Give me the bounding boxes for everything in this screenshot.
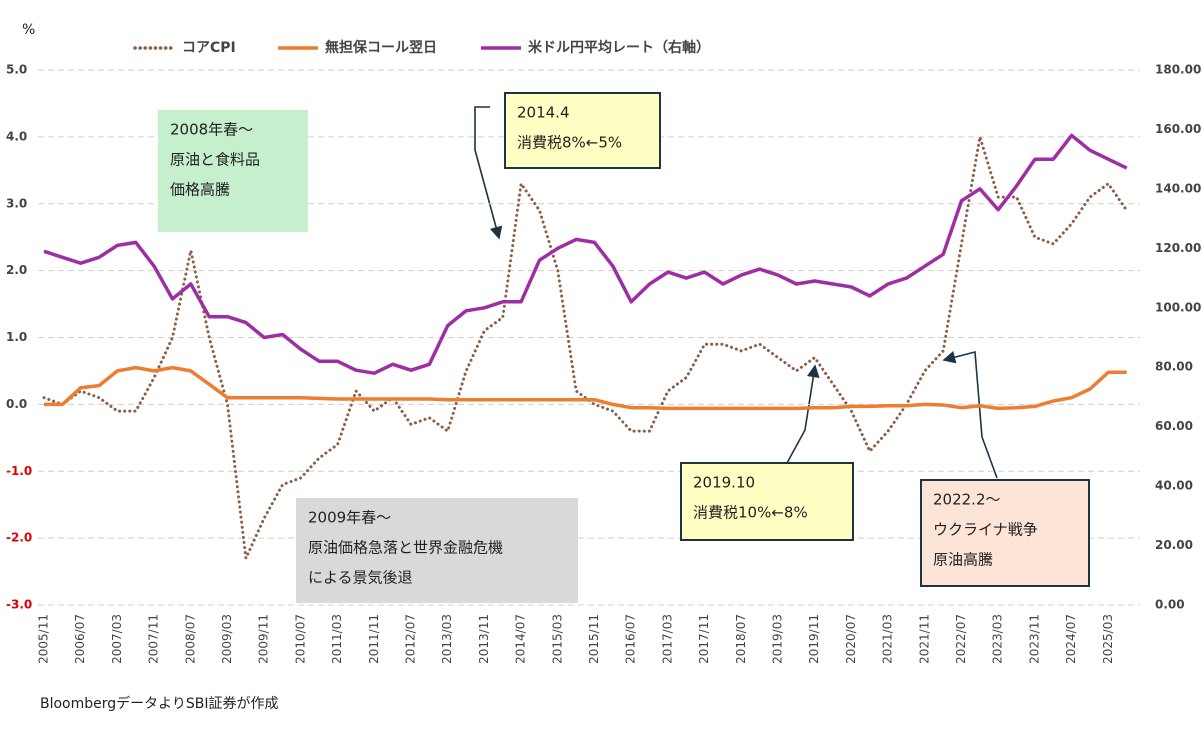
series-line <box>44 365 1127 411</box>
annotation-text: 2019.10 <box>693 474 755 492</box>
y-tick-label: -1.0 <box>6 464 32 478</box>
x-tick-label: 2015/11 <box>587 614 601 664</box>
x-tick-label: 2015/03 <box>550 614 564 664</box>
x-tick-label: 2012/07 <box>404 614 418 664</box>
y2-tick-label: 40.00 <box>1155 479 1193 493</box>
y2-tick-label: 180.00 <box>1155 63 1201 77</box>
x-tick-label: 2013/11 <box>477 614 491 664</box>
x-tick-label: 2009/03 <box>220 614 234 664</box>
y-tick-label: 1.0 <box>6 330 27 344</box>
y-tick-label: -3.0 <box>6 598 32 612</box>
legend-label: 米ドル円平均レート（右軸） <box>528 39 710 56</box>
x-tick-label: 2017/03 <box>660 614 674 664</box>
annotation-text: 消費税10%←8% <box>693 504 808 522</box>
series-line <box>42 135 1129 560</box>
legend-label: コアCPI <box>182 40 236 56</box>
x-tick-label: 2006/07 <box>73 614 87 664</box>
x-tick-label: 2021/11 <box>917 614 931 664</box>
annotation-text: 2014.4 <box>517 104 570 122</box>
x-tick-label: 2023/11 <box>1027 614 1041 664</box>
annotation-box <box>920 479 1090 587</box>
y-tick-label: 2.0 <box>6 263 27 277</box>
annotation-text: 2008年春～ <box>170 121 253 139</box>
x-tick-label: 2011/03 <box>330 614 344 664</box>
x-tick-label: 2019/11 <box>807 614 821 664</box>
x-tick-label: 2017/11 <box>697 614 711 664</box>
annotation-text: 原油高騰 <box>933 551 993 569</box>
annotation-text: 2022.2～ <box>933 491 1001 509</box>
series-line <box>43 133 1128 375</box>
x-tick-label: 2023/03 <box>991 614 1005 664</box>
y2-tick-label: 80.00 <box>1155 360 1193 374</box>
y2-tick-label: 60.00 <box>1155 419 1193 433</box>
x-tick-label: 2018/07 <box>734 614 748 664</box>
annotation-box <box>296 498 578 603</box>
annotation-text: 消費税8%←5% <box>517 134 622 152</box>
annotation-text: による景気後退 <box>308 569 413 587</box>
annotation-text: 原油と食料品 <box>170 151 260 169</box>
y2-tick-label: 140.00 <box>1155 181 1201 195</box>
x-tick-label: 2007/11 <box>147 614 161 664</box>
x-tick-label: 2016/07 <box>624 614 638 664</box>
x-tick-label: 2025/03 <box>1101 614 1115 664</box>
y-tick-label: 4.0 <box>6 129 27 143</box>
x-tick-label: 2008/07 <box>183 614 197 664</box>
annotation-text: 2009年春～ <box>308 509 391 527</box>
y-axis-label: % <box>22 22 35 38</box>
y2-tick-label: 160.00 <box>1155 122 1201 136</box>
x-tick-label: 2014/07 <box>514 614 528 664</box>
y2-tick-label: 20.00 <box>1155 538 1193 552</box>
y2-tick-label: 0.00 <box>1155 598 1185 612</box>
annotation-box <box>158 110 308 232</box>
x-tick-label: 2020/07 <box>844 614 858 664</box>
y-tick-label: 0.0 <box>6 397 27 411</box>
annotation-text: 原油価格急落と世界金融危機 <box>308 539 503 557</box>
x-tick-label: 2011/11 <box>367 614 381 664</box>
source: BloombergデータよりSBI証券が作成 <box>40 695 279 712</box>
x-tick-label: 2013/03 <box>440 614 454 664</box>
y-tick-label: -2.0 <box>6 531 32 545</box>
y-tick-label: 3.0 <box>6 196 27 210</box>
annotation-text: 価格高騰 <box>170 181 230 199</box>
legend-label: 無担保コール翌日 <box>325 39 437 56</box>
y2-tick-label: 100.00 <box>1155 300 1201 314</box>
x-tick-label: 2021/03 <box>881 614 895 664</box>
x-tick-label: 2022/07 <box>954 614 968 664</box>
x-tick-label: 2024/07 <box>1064 614 1078 664</box>
y-tick-label: 5.0 <box>6 63 27 77</box>
annotation-box <box>680 462 854 541</box>
y2-tick-label: 120.00 <box>1155 241 1201 255</box>
x-tick-label: 2009/11 <box>257 614 271 664</box>
annotation-text: ウクライナ戦争 <box>933 521 1038 539</box>
x-tick-label: 2019/03 <box>771 614 785 664</box>
arrows <box>474 106 998 479</box>
annotation-box <box>504 92 661 169</box>
x-tick-label: 2010/07 <box>293 614 307 664</box>
x-tick-label: 2007/03 <box>110 614 124 664</box>
x-tick-label: 2005/11 <box>37 614 51 664</box>
